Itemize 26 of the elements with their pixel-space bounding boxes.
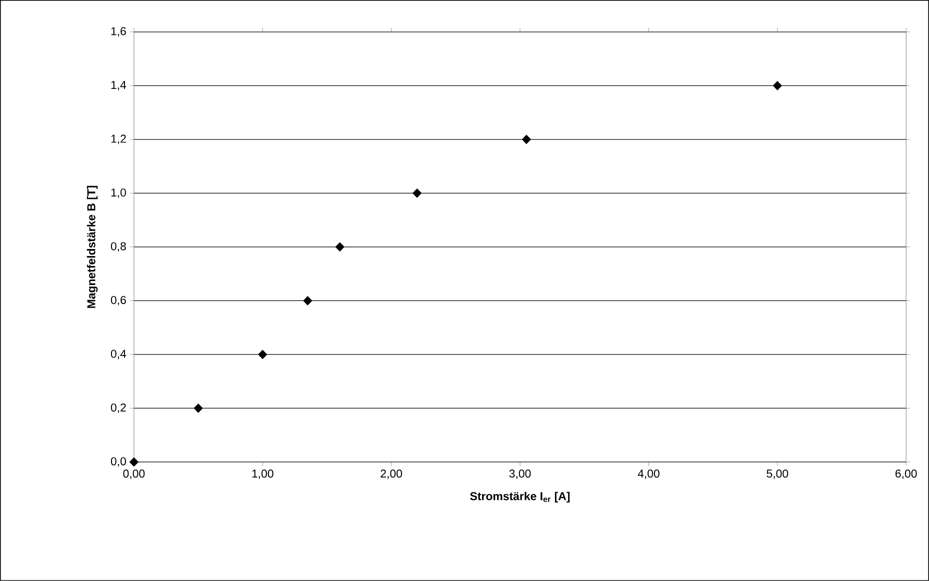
- point: [522, 134, 532, 144]
- y-tick-label: 1,2: [111, 134, 126, 144]
- y-tick-label: 1,4: [111, 81, 126, 90]
- y-tick-label: 1,0: [111, 188, 126, 198]
- x-tick-label: 2,00: [380, 470, 402, 480]
- point: [412, 188, 422, 198]
- x-tick-label: 1,00: [252, 470, 274, 480]
- point: [129, 457, 139, 467]
- y-tick-label: 0,6: [110, 296, 126, 306]
- y-tick-label: 0,8: [110, 242, 126, 252]
- point: [772, 81, 782, 90]
- point: [335, 242, 344, 252]
- x-tick-label: 5,00: [766, 470, 788, 480]
- y-tick-label: 0,0: [110, 457, 126, 467]
- x-tick-label: 0,00: [123, 470, 145, 480]
- point: [258, 350, 268, 360]
- x-tick-label: 6,00: [896, 470, 917, 480]
- x-tick-label: 4,00: [638, 470, 660, 480]
- y-axis-title: Magnetfeldstärke B [T]: [86, 186, 98, 308]
- x-tick-label: 3,00: [509, 470, 531, 480]
- point: [303, 296, 312, 306]
- y-tick-label: 0,4: [110, 350, 126, 360]
- y-tick-label: 1,6: [111, 27, 126, 37]
- y-tick-label: 0,2: [110, 404, 126, 414]
- x-axis-title: Stromstärke I$_{er}$ [A]: [470, 492, 570, 503]
- point: [194, 404, 203, 413]
